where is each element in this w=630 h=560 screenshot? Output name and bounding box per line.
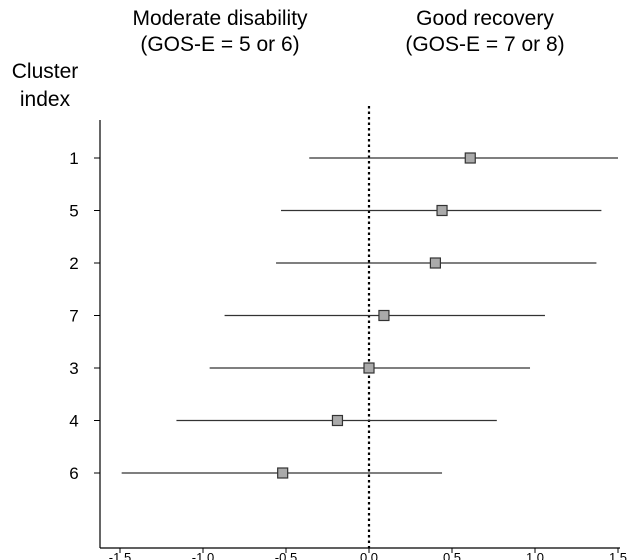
estimate-marker [331,414,344,427]
forest-row: 5 [69,202,602,221]
header-left-line1: Moderate disability [132,7,308,30]
category-label: 5 [69,202,78,221]
estimate-marker [429,257,441,269]
header-moderate-disability: Moderate disability (GOS-E = 5 or 6) [100,6,340,58]
header-left-line2: (GOS-E = 5 or 6) [140,33,300,56]
forest-row: 4 [69,412,497,431]
category-label: 6 [69,464,78,483]
category-label: 3 [69,359,78,378]
forest-row: 3 [69,359,531,378]
header-right-line1: Good recovery [416,7,554,30]
category-label: 7 [69,307,78,326]
estimate-marker [363,362,375,374]
x-tick-label: -0.5 [275,550,297,560]
category-label: 1 [69,149,78,168]
estimate-marker [436,204,448,217]
forest-row: 6 [69,464,443,483]
y-axis-label-line2: index [19,88,71,111]
estimate-marker [277,467,289,479]
header-good-recovery: Good recovery (GOS-E = 7 or 8) [370,6,600,58]
x-tick-label: -1.5 [109,550,131,560]
estimate-marker [378,309,390,322]
x-tick-label: 1.0 [526,550,544,560]
x-tick-label: -1.0 [192,550,214,560]
x-tick-label: 1.5 [609,550,627,560]
x-tick-label: 0.0 [360,550,378,560]
y-axis-label: Cluster index [0,58,90,114]
forest-row: 7 [69,307,545,326]
forest-row: 1 [69,149,618,168]
estimate-marker [464,152,476,164]
y-axis-label-line1: Cluster [11,60,79,83]
x-tick-label: 0.5 [443,550,461,560]
forest-row: 2 [69,254,597,273]
category-label: 4 [69,412,78,431]
category-label: 2 [69,254,78,273]
header-right-line2: (GOS-E = 7 or 8) [405,33,565,56]
